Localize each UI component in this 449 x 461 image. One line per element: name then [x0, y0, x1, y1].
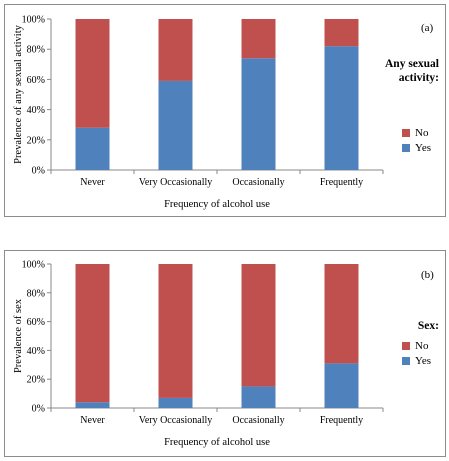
- y-tick-label-b-2: 40%: [27, 346, 45, 357]
- panel-label-b: (b): [421, 269, 434, 281]
- bar-a-yes-1: [158, 80, 193, 170]
- bar-a-yes-0: [75, 127, 110, 170]
- panel-label-a: (a): [421, 22, 434, 34]
- x-axis-title-b: Frequency of alcohol use: [164, 437, 270, 448]
- x-tick-label-b-2: Occasionally: [232, 415, 284, 426]
- legend-swatch-yes-a: [402, 144, 410, 152]
- y-tick-label-a-2: 40%: [27, 105, 45, 116]
- legend-title-b-line-1: Sex:: [417, 320, 439, 332]
- bar-b-yes-0: [75, 402, 110, 408]
- legend-swatch-yes-b: [402, 357, 410, 365]
- bar-b-no-0: [75, 264, 110, 403]
- y-tick-label-a-4: 80%: [27, 45, 45, 56]
- x-tick-label-b-3: Frequently: [320, 415, 363, 426]
- legend-item-yes-b: Yes: [402, 355, 431, 367]
- bar-b-yes-1: [158, 397, 193, 408]
- legend-item-no-b: No: [402, 340, 428, 352]
- legend-item-yes-a: Yes: [402, 142, 431, 154]
- bar-b-no-2: [241, 264, 276, 387]
- bar-a-yes-2: [241, 58, 276, 171]
- x-tick-label-a-2: Occasionally: [232, 177, 284, 188]
- x-tick-label-a-0: Never: [80, 177, 105, 188]
- legend-title-a: Any sexual activity:: [385, 57, 439, 85]
- legend-label-no-a: No: [415, 127, 429, 139]
- legend-title-a-line-2: activity:: [398, 72, 439, 84]
- chart-panel-b: 0% 20% 40% 60% 80% 100% Never Very Occasionally…: [4, 250, 446, 457]
- y-tick-label-a-5: 100%: [22, 15, 45, 26]
- bar-a-yes-3: [324, 46, 359, 170]
- legend-label-no-b: No: [415, 340, 429, 352]
- legend-title-b: Sex:: [418, 319, 439, 333]
- x-tick-label-b-1: Very Occasionally: [139, 415, 213, 426]
- y-tick-label-b-4: 80%: [27, 288, 45, 299]
- x-tick-label-a-1: Very Occasionally: [139, 177, 213, 188]
- chart-panel-a: 0% 20% 40% 60% 80% 100% Never Very Occasionally…: [4, 4, 446, 217]
- legend-swatch-no-a: [402, 129, 410, 137]
- bar-a-no-1: [158, 19, 193, 81]
- y-tick-label-a-1: 20%: [27, 135, 45, 146]
- chart-b-plot: 0% 20% 40% 60% 80% 100% Never Very Occasionally…: [13, 260, 384, 448]
- legend-swatch-no-b: [402, 342, 410, 350]
- bar-b-yes-2: [241, 386, 276, 408]
- bar-b-yes-3: [324, 363, 359, 408]
- bar-b-no-3: [324, 264, 359, 364]
- chart-a-plot: 0% 20% 40% 60% 80% 100% Never Very Occasionally…: [13, 15, 384, 210]
- legend-label-yes-b: Yes: [415, 355, 432, 367]
- y-tick-label-b-3: 60%: [27, 317, 45, 328]
- y-tick-label-a-0: 0%: [32, 166, 45, 177]
- y-tick-label-b-5: 100%: [22, 260, 45, 271]
- y-axis-title-b: Prevalence of sex: [13, 298, 24, 373]
- bar-b-no-1: [158, 264, 193, 398]
- bar-a-no-2: [241, 19, 276, 59]
- y-tick-label-b-0: 0%: [32, 404, 45, 415]
- legend-item-no-a: No: [402, 127, 428, 139]
- bar-a-no-3: [324, 19, 359, 47]
- bar-a-no-0: [75, 19, 110, 128]
- y-axis-title-a: Prevalence of any sexual activity: [13, 24, 24, 164]
- legend-label-yes-a: Yes: [415, 142, 432, 154]
- x-tick-label-b-0: Never: [80, 415, 105, 426]
- x-axis-title-a: Frequency of alcohol use: [164, 199, 270, 210]
- y-tick-label-a-3: 60%: [27, 75, 45, 86]
- legend-title-a-line-1: Any sexual: [385, 58, 439, 70]
- x-tick-label-a-3: Frequently: [320, 177, 363, 188]
- y-tick-label-b-1: 20%: [27, 375, 45, 386]
